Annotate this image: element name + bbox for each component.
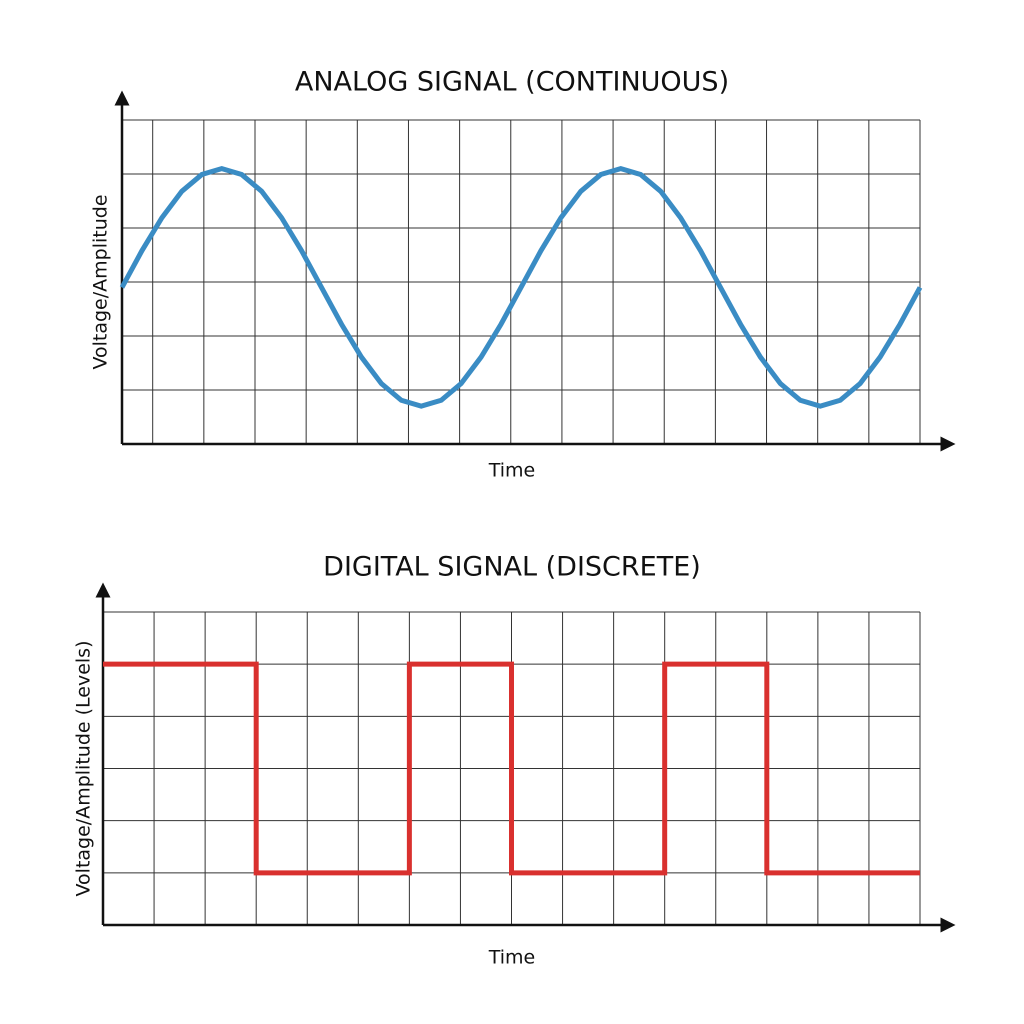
chart-title: ANALOG SIGNAL (CONTINUOUS): [295, 67, 729, 98]
x-axis-label: Time: [488, 947, 536, 969]
signal-line: [119, 165, 923, 409]
x-axis-label: Time: [488, 460, 536, 482]
y-axis-label: Voltage/Amplitude (Levels): [73, 641, 95, 897]
chart-title: DIGITAL SIGNAL (DISCRETE): [323, 552, 701, 583]
y-axis-label: Voltage/Amplitude: [90, 194, 112, 369]
signal-line: [103, 661, 920, 876]
